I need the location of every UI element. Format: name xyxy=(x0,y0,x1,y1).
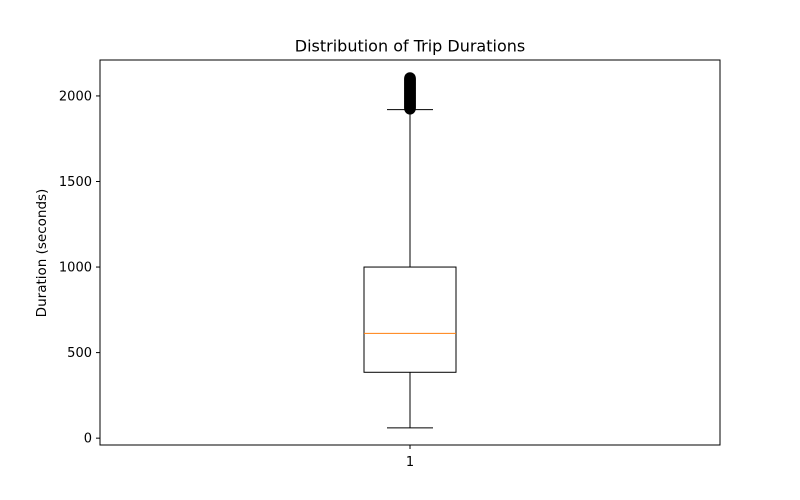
chart-axes: 0 500 1000 1500 2000 1 xyxy=(59,89,414,470)
y-tick-label: 1500 xyxy=(59,175,92,190)
outlier-point xyxy=(404,72,416,84)
plot-frame xyxy=(99,59,721,446)
y-tick-label: 1000 xyxy=(59,261,92,276)
chart-marks xyxy=(363,72,457,429)
y-tick-label: 2000 xyxy=(59,89,92,104)
y-axis-label: Duration (seconds) xyxy=(34,189,50,318)
chart-title: Distribution of Trip Durations xyxy=(295,37,525,56)
y-tick-label: 0 xyxy=(84,432,92,447)
iqr-box xyxy=(363,266,457,373)
x-tick-label: 1 xyxy=(406,455,414,470)
y-tick-label: 500 xyxy=(67,346,92,361)
